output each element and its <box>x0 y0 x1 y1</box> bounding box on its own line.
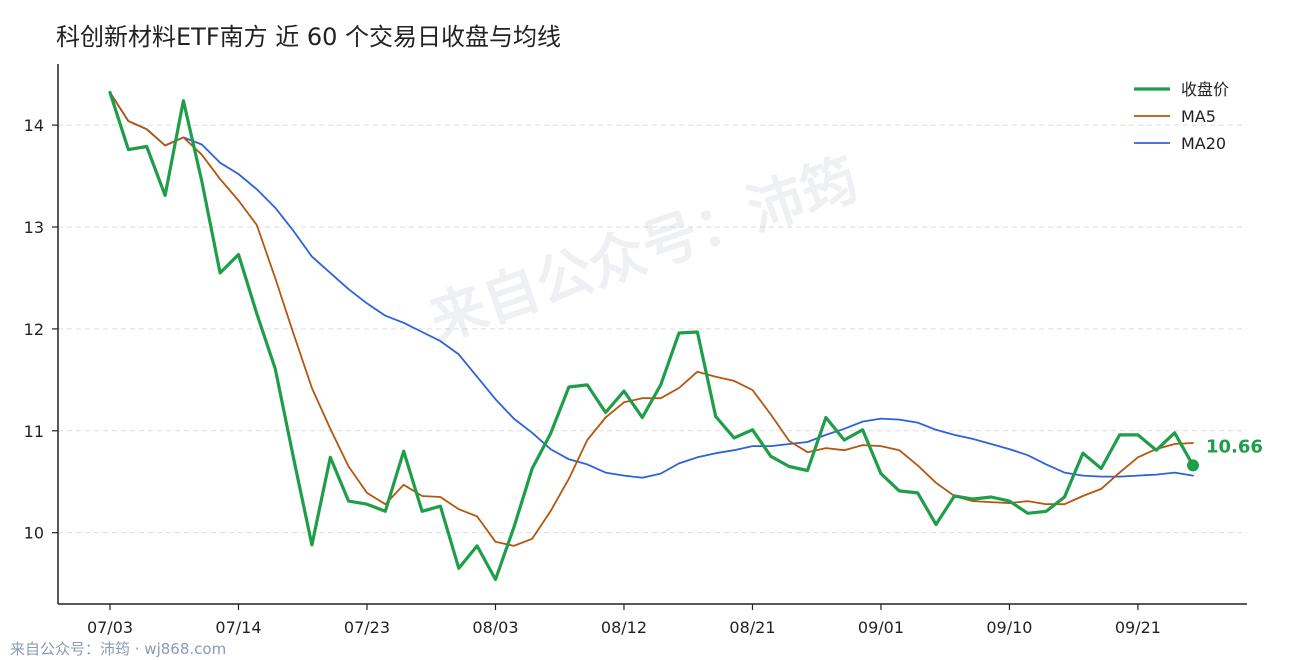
x-tick-label: 08/12 <box>601 618 647 637</box>
x-tick-label: 09/01 <box>858 618 904 637</box>
y-tick-label: 10 <box>24 524 44 543</box>
y-tick-label: 11 <box>24 422 44 441</box>
legend-label: MA5 <box>1181 107 1216 126</box>
last-value-label: 10.66 <box>1206 436 1263 457</box>
x-tick-label: 08/03 <box>472 618 518 637</box>
watermark: 来自公众号：沛筠 <box>422 147 867 354</box>
y-tick-labels: 10 11 12 13 14 <box>24 116 58 543</box>
legend: 收盘价 MA5 MA20 <box>1134 80 1229 153</box>
series-line-ma5 <box>109 91 1194 547</box>
grid-lines <box>58 124 1247 534</box>
x-tick-labels: 07/03 07/14 07/23 08/03 08/12 08/21 09/01 09/10… <box>87 604 1161 637</box>
chart-title: 科创新材料ETF南方 近 60 个交易日收盘与均线 <box>56 23 561 51</box>
x-tick-label: 09/10 <box>986 618 1032 637</box>
y-tick-label: 13 <box>24 218 44 237</box>
legend-label: MA20 <box>1181 134 1226 153</box>
y-tick-label: 14 <box>24 116 44 135</box>
legend-label: 收盘价 <box>1181 80 1229 99</box>
x-tick-label: 07/03 <box>87 618 133 637</box>
y-tick-label: 12 <box>24 320 44 339</box>
series-lines <box>108 90 1195 582</box>
x-tick-label: 07/14 <box>215 618 261 637</box>
x-tick-label: 07/23 <box>344 618 390 637</box>
series-line-ma20 <box>109 91 1194 479</box>
last-value-marker <box>1187 459 1199 472</box>
x-tick-label: 09/21 <box>1115 618 1161 637</box>
footer-text: 来自公众号：沛筠 · wj868.com <box>10 640 226 658</box>
x-tick-label: 08/21 <box>729 618 775 637</box>
series-line-close <box>108 90 1195 582</box>
